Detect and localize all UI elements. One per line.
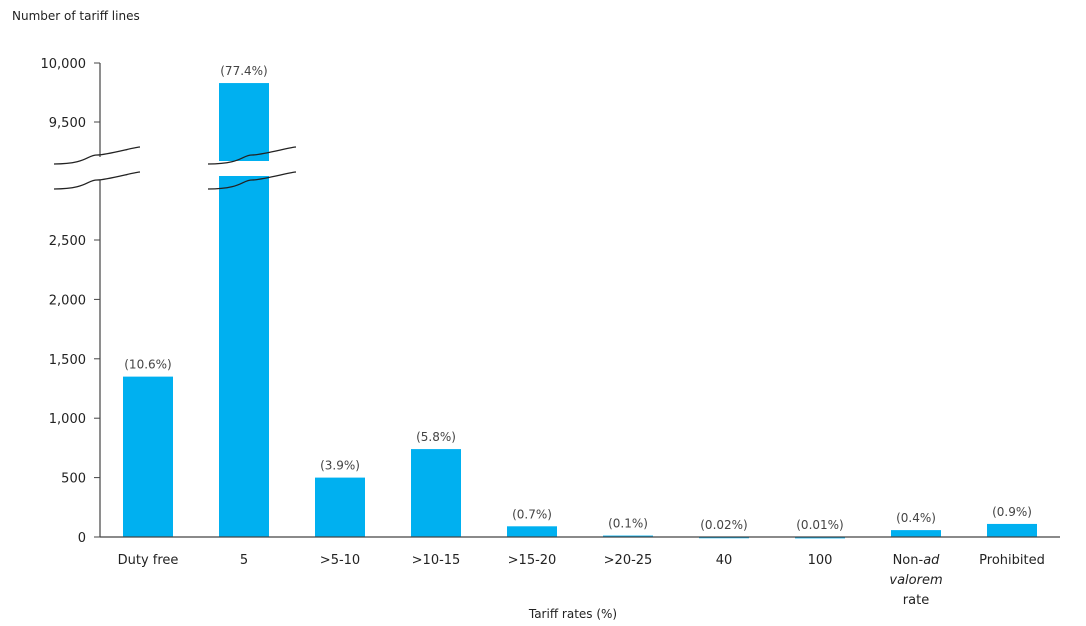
bar	[411, 449, 461, 537]
x-tick-label: >10-15	[412, 553, 461, 568]
data-labels-group: (10.6%) (77.4%) (3.9%) (5.8%) (0.7%) (0.1%) (0…	[124, 64, 1032, 532]
data-label: (3.9%)	[320, 459, 360, 473]
x-tick-label: 5	[240, 553, 248, 568]
x-tick-label: 100	[808, 553, 833, 568]
x-tick-label: >15-20	[508, 553, 557, 568]
y-tick-label: 2,500	[49, 234, 86, 249]
data-label: (0.7%)	[512, 507, 552, 521]
x-tick-label: >5-10	[320, 553, 360, 568]
x-tick-label: 40	[716, 553, 733, 568]
x-tick-label: rate	[903, 593, 929, 608]
bar	[123, 376, 173, 537]
axis-break-line-bottom	[53, 171, 141, 190]
bar	[507, 526, 557, 537]
axis-break-marks	[40, 146, 297, 190]
x-axis-title: Tariff rates (%)	[528, 607, 617, 621]
x-tick-label: Prohibited	[979, 553, 1045, 568]
y-tick-label: 10,000	[41, 57, 87, 72]
data-label: (5.8%)	[416, 430, 456, 444]
bar	[219, 83, 269, 537]
y-tick-label: 500	[61, 472, 86, 487]
bar	[987, 523, 1037, 537]
y-axis-ticks: 0 500 1,000 1,500 2,000 2,500 9,500 10,000	[41, 57, 100, 546]
bar	[891, 530, 941, 537]
y-axis-title: Number of tariff lines	[12, 9, 140, 23]
data-label: (0.01%)	[796, 518, 843, 532]
y-tick-label: 1,500	[49, 353, 86, 368]
axes	[99, 63, 1060, 538]
bar	[603, 535, 653, 538]
bar	[795, 536, 845, 539]
axis-break-line-top	[53, 146, 141, 165]
x-tick-label: >20-25	[604, 553, 653, 568]
bar	[315, 477, 365, 537]
x-tick-label: Non-ad	[893, 553, 941, 568]
y-tick-label: 2,000	[49, 293, 86, 308]
bar-break-band	[217, 161, 271, 176]
y-tick-label: 9,500	[49, 116, 86, 131]
bar-break-line-top	[207, 146, 297, 165]
bars-group	[123, 83, 1037, 539]
x-tick-label: valorem	[889, 573, 942, 588]
data-label: (0.02%)	[700, 518, 747, 532]
x-tick-label: Duty free	[118, 553, 179, 568]
data-label: (77.4%)	[220, 64, 267, 78]
data-label: (0.9%)	[992, 505, 1032, 519]
category-labels-group: Duty free 5 >5-10 >10-15 >15-20 >20-25 40 100 No…	[118, 553, 1045, 608]
data-label: (0.1%)	[608, 517, 648, 531]
data-label: (10.6%)	[124, 358, 171, 372]
data-label: (0.4%)	[896, 511, 936, 525]
y-tick-label: 1,000	[49, 412, 86, 427]
axis-break-band	[40, 157, 130, 180]
bar-break-line-bottom	[207, 171, 297, 190]
y-tick-label: 0	[78, 531, 86, 546]
